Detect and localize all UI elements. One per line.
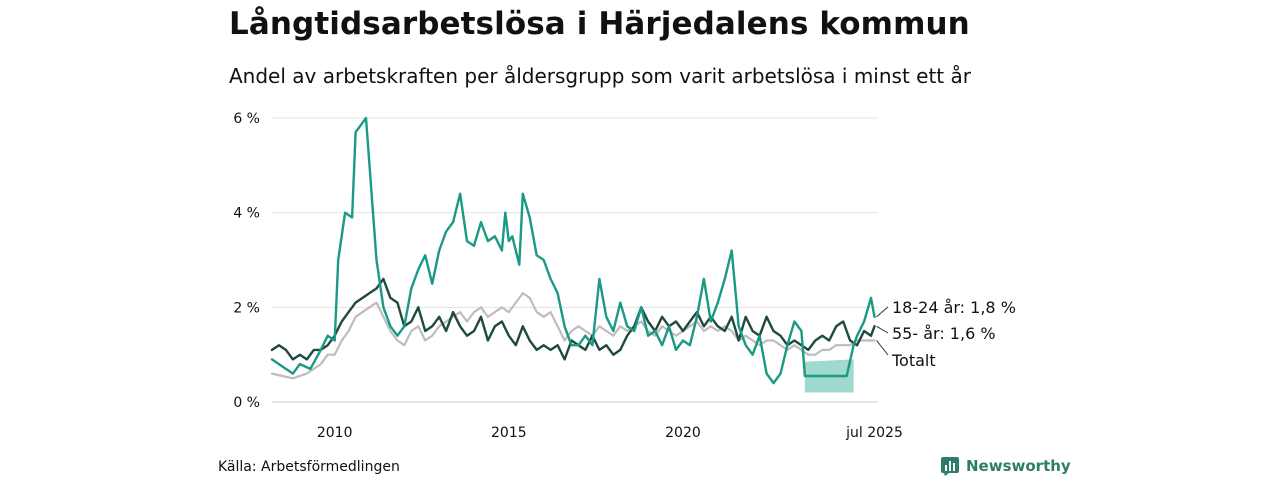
chart-area: 0 % 2 % 4 % 6 % 2010 2015 2020 jul 2025 18-24 år… — [233, 111, 1016, 441]
end-label-leader — [876, 340, 889, 356]
newsworthy-icon — [941, 457, 959, 476]
y-tick-label: 2 % — [233, 300, 260, 316]
series-line-18-24 — [270, 116, 876, 385]
brand-name: Newsworthy — [966, 457, 1071, 475]
y-tick-label: 4 % — [233, 206, 260, 222]
x-tick-label: 2015 — [491, 425, 527, 441]
chart-title: Långtidsarbetslösa i Härjedalens kommun — [229, 6, 970, 42]
series-line-totalt — [270, 292, 876, 380]
end-label-totalt: Totalt — [891, 351, 936, 370]
chart-subtitle: Andel av arbetskraften per åldersgrupp s… — [229, 64, 971, 88]
end-label-leader — [876, 325, 889, 334]
grid — [272, 117, 878, 403]
end-label-leader — [876, 306, 889, 318]
x-tick-label: 2020 — [665, 425, 701, 441]
series-lines — [270, 116, 876, 385]
source-note: Källa: Arbetsförmedlingen — [218, 459, 400, 475]
series-line-55-plus — [270, 277, 876, 361]
axis-labels: 0 % 2 % 4 % 6 % 2010 2015 2020 jul 2025 18-24 år… — [233, 111, 1016, 441]
x-tick-label: 2010 — [317, 425, 353, 441]
end-label-18-24: 18-24 år: 1,8 % — [892, 298, 1016, 317]
y-tick-label: 6 % — [233, 111, 260, 127]
brand-logo: Newsworthy — [940, 456, 1071, 476]
end-label-55-plus: 55- år: 1,6 % — [892, 324, 996, 343]
x-tick-label: jul 2025 — [845, 425, 903, 441]
y-tick-label: 0 % — [233, 395, 260, 411]
